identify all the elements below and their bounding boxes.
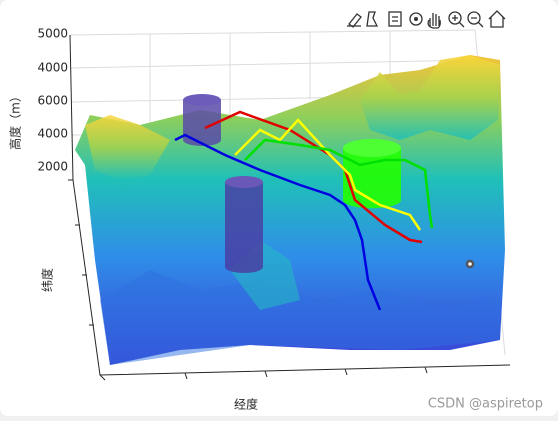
watermark: CSDN @aspiretop <box>428 397 543 412</box>
pan-tool[interactable] <box>427 13 441 29</box>
z-axis-label: 高度（m） <box>8 90 23 150</box>
zoom-in-tool[interactable] <box>448 11 465 28</box>
home-tool[interactable] <box>488 10 506 28</box>
x-axis-label: 经度 <box>234 397 258 412</box>
toolbar <box>347 10 506 29</box>
axes-grid <box>68 29 511 381</box>
brush-tool[interactable] <box>347 13 362 28</box>
z-tick-label: 2000 <box>37 160 68 174</box>
z-tick-label: 4000 <box>37 127 68 141</box>
rotate-tool[interactable] <box>409 12 423 26</box>
flight-paths <box>174 110 475 311</box>
legend-tool[interactable] <box>388 11 402 27</box>
z-tick-label: 5000 <box>37 27 68 41</box>
terrain-surface <box>75 55 505 365</box>
zoom-out-tool[interactable] <box>467 11 484 28</box>
data-tip-tool[interactable] <box>366 11 379 27</box>
z-tick-label: 4000 <box>37 61 68 75</box>
z-tick-label: 6000 <box>37 94 68 108</box>
y-axis-label: 纬度 <box>40 268 55 292</box>
